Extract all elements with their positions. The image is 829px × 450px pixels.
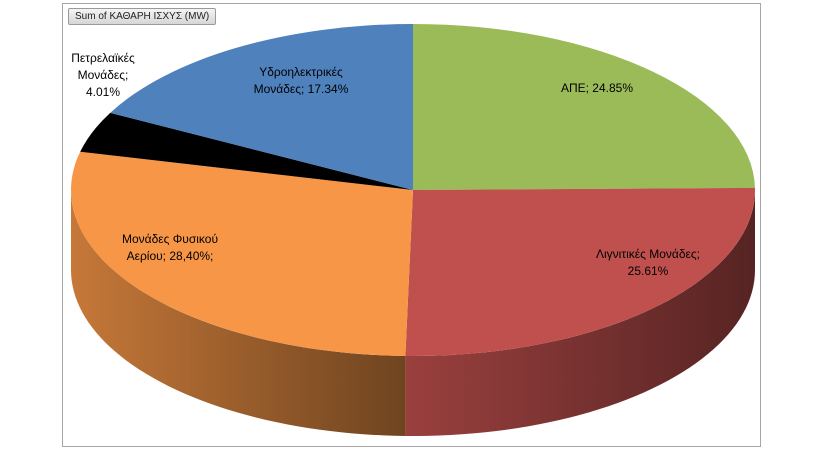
pie-slice[interactable] xyxy=(80,112,414,190)
pie-slice[interactable] xyxy=(405,187,755,357)
pie-slice[interactable] xyxy=(70,151,413,356)
slice-data-label: Πετρελαϊκές Μονάδες; 4.01% xyxy=(71,51,135,99)
slice-data-label: Λιγνιτικές Μονάδες; 25.61% xyxy=(596,247,700,278)
slice-data-label: Μονάδες Φυσικού Αερίου; 28,40%; xyxy=(122,232,218,263)
pie-side-wall xyxy=(405,190,755,436)
pie-slice[interactable] xyxy=(110,24,414,190)
pie-side-wall xyxy=(71,190,406,436)
pie-slice[interactable] xyxy=(413,24,755,190)
slice-data-label: Υδροηλεκτρικές Μονάδες; 17.34% xyxy=(254,65,349,96)
field-button[interactable]: Sum of ΚΑΘΑΡΗ ΙΣΧΥΣ (MW) xyxy=(68,8,217,25)
slice-data-label: ΑΠΕ; 24.85% xyxy=(561,81,633,95)
